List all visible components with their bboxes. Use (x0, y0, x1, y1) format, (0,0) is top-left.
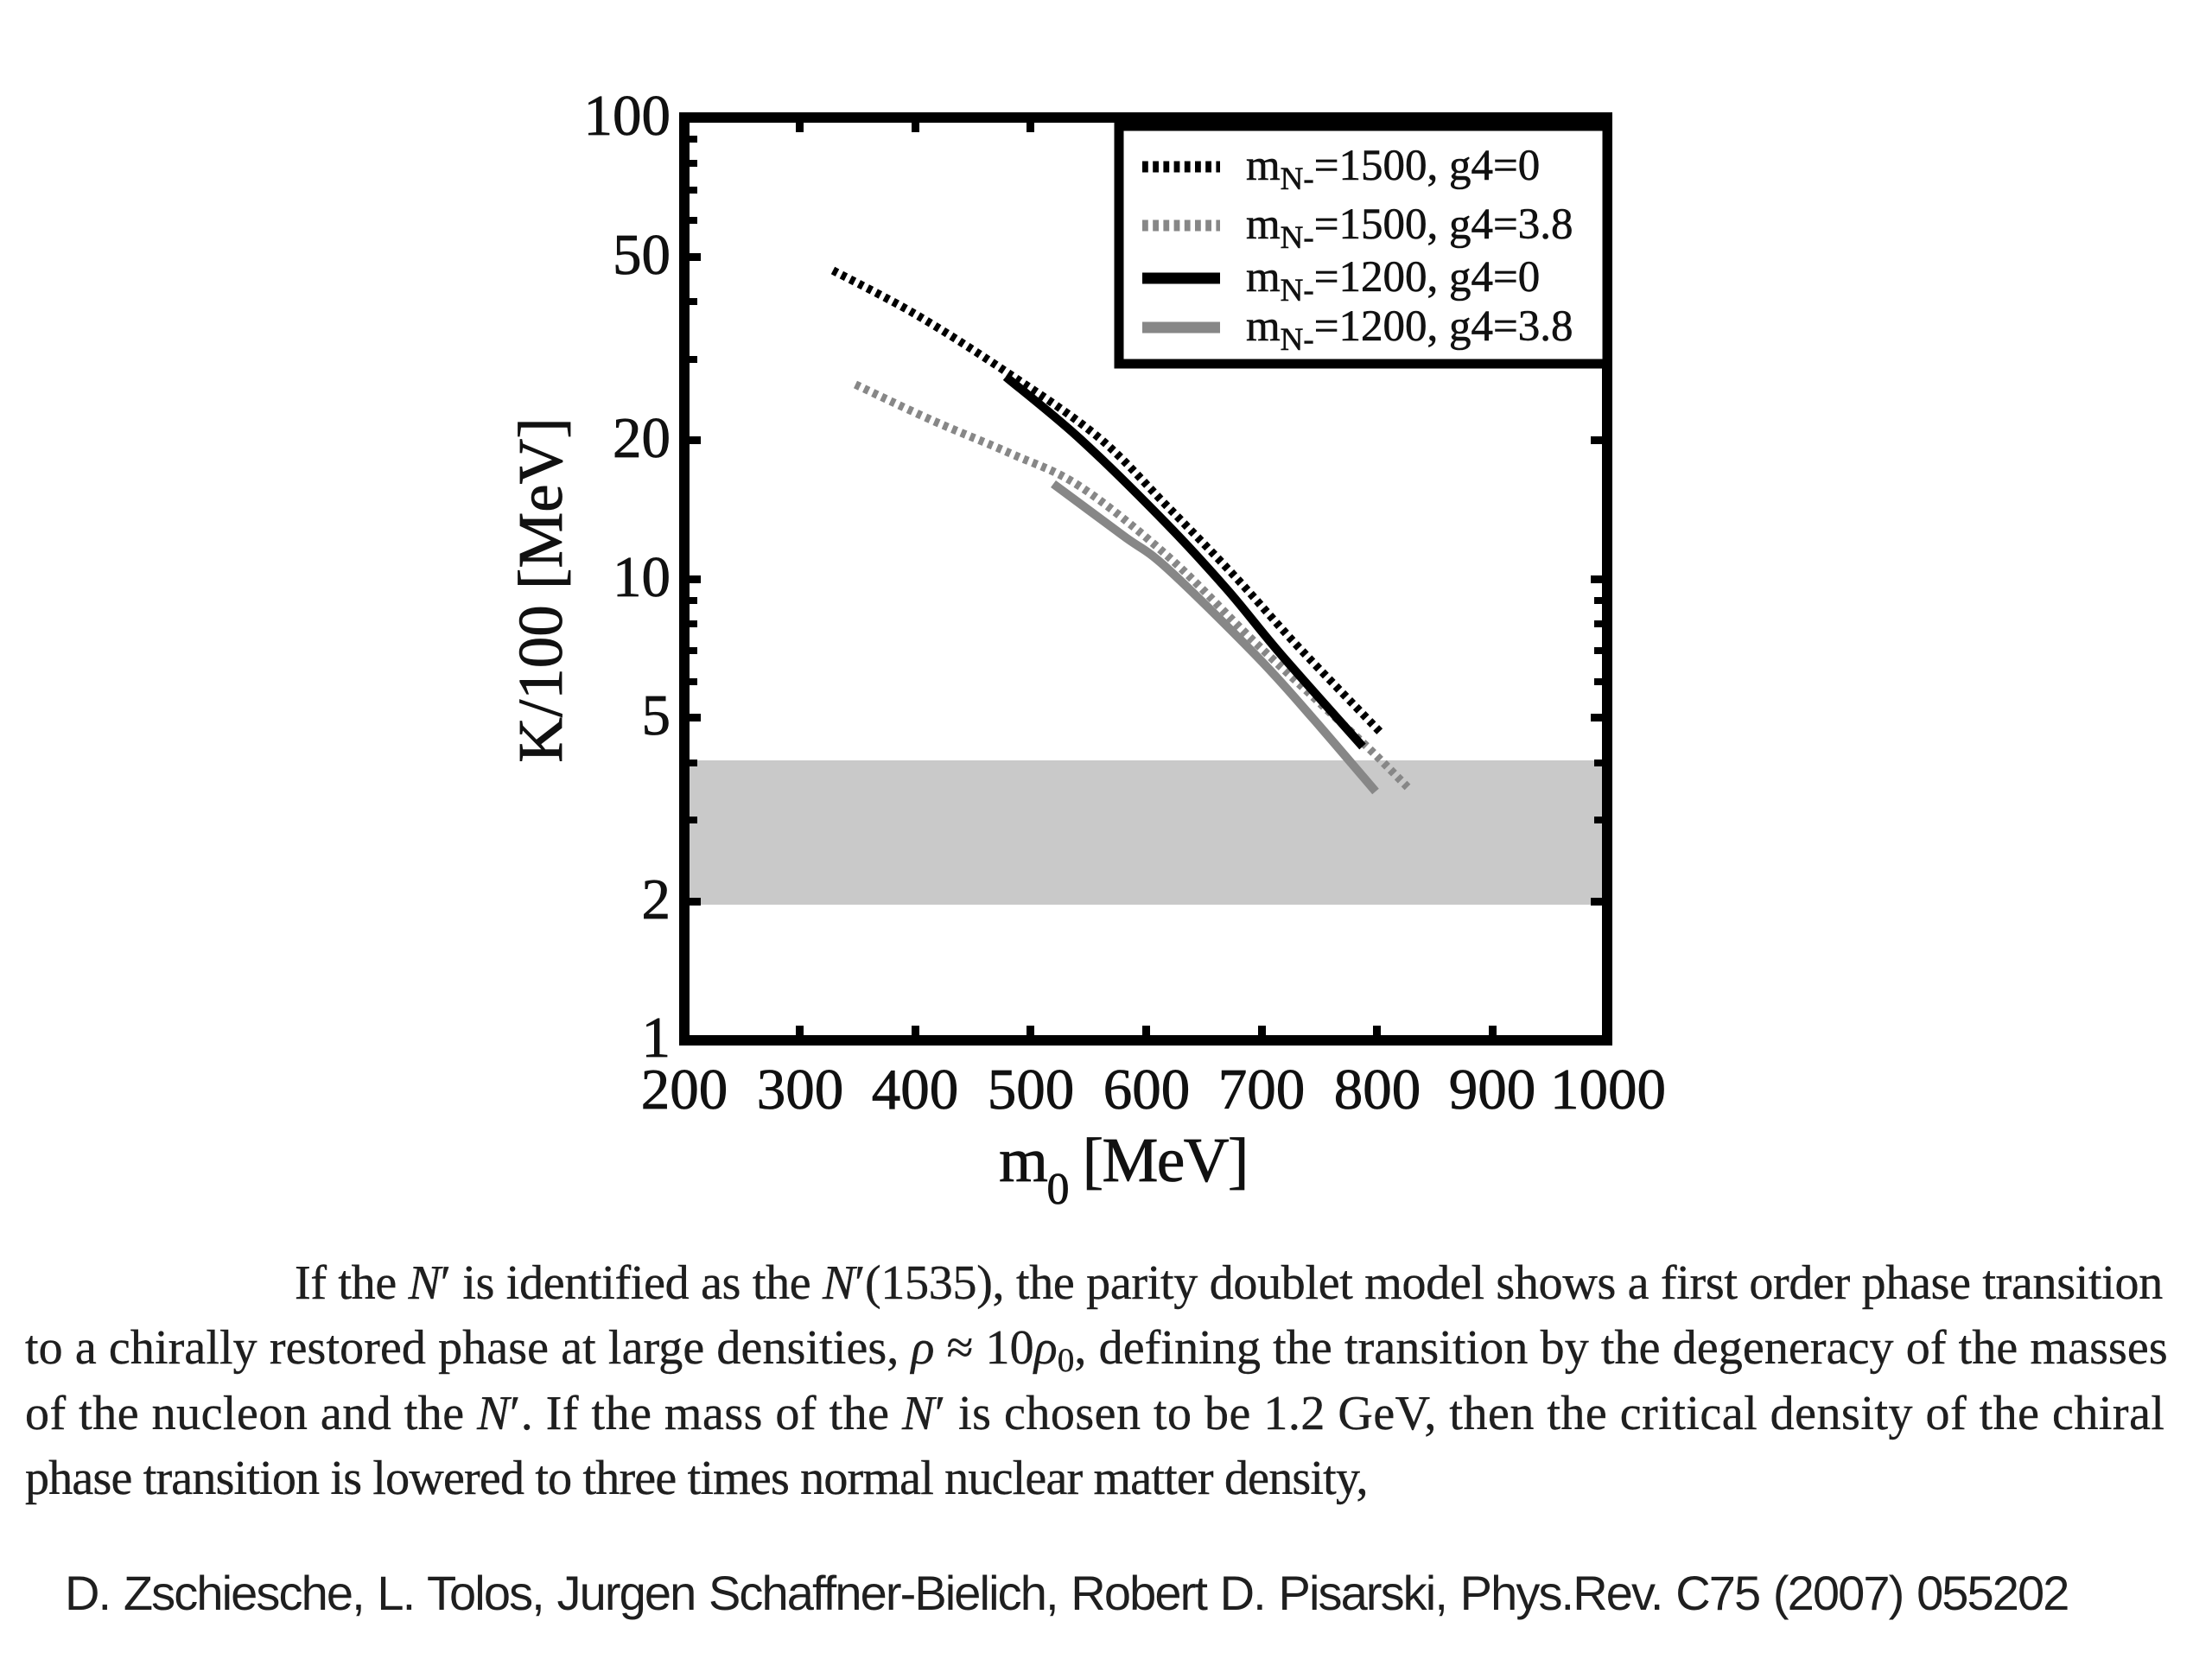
svg-text:1000: 1000 (1550, 1058, 1666, 1122)
svg-text:2: 2 (642, 868, 671, 931)
svg-text:800: 800 (1334, 1058, 1421, 1122)
svg-text:500: 500 (988, 1058, 1075, 1122)
svg-text:10: 10 (613, 545, 671, 609)
svg-text:900: 900 (1449, 1058, 1536, 1122)
svg-text:300: 300 (757, 1058, 844, 1122)
svg-text:400: 400 (872, 1058, 959, 1122)
svg-text:1: 1 (642, 1006, 671, 1070)
svg-text:5: 5 (642, 683, 671, 747)
svg-text:m0 [MeV]: m0 [MeV] (999, 1125, 1248, 1214)
svg-text:mN-=1200, g4=3.8: mN-=1200, g4=3.8 (1246, 302, 1573, 358)
svg-text:600: 600 (1103, 1058, 1191, 1122)
svg-text:200: 200 (641, 1058, 728, 1122)
svg-text:50: 50 (613, 223, 671, 287)
svg-text:mN-=1200, g4=0: mN-=1200, g4=0 (1246, 253, 1540, 308)
svg-text:700: 700 (1218, 1058, 1306, 1122)
svg-text:K/100 [MeV]: K/100 [MeV] (505, 417, 575, 762)
svg-text:100: 100 (584, 84, 671, 148)
svg-text:20: 20 (613, 406, 671, 470)
